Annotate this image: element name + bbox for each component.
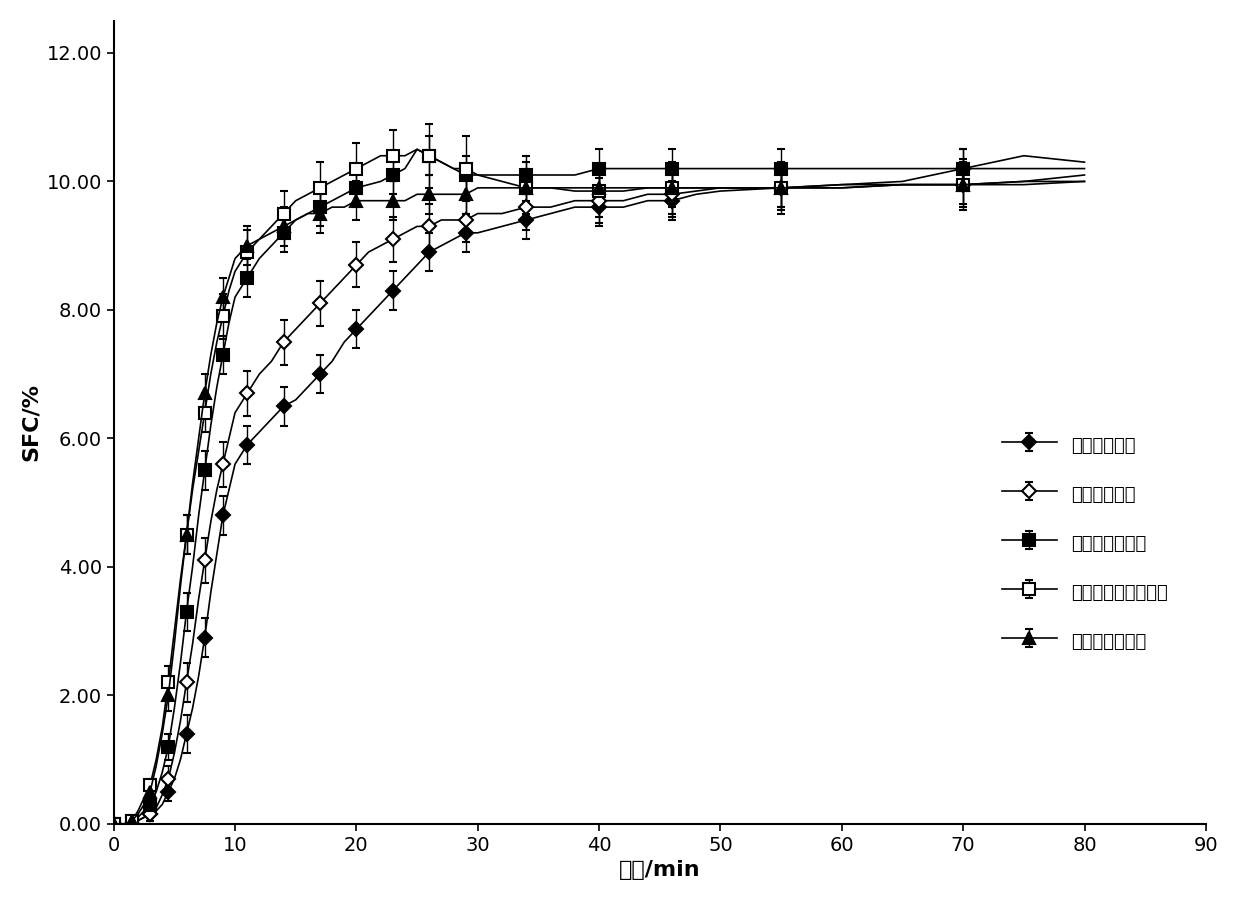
Y-axis label: SFC/%: SFC/% — [21, 383, 41, 461]
X-axis label: 时间/min: 时间/min — [620, 860, 700, 880]
Legend: 原料油未超声, 硬脂酰乳酸钠, 聚甘油脂肪酸酯, 蒸馏单硬脂酸甘油酯, 丙二醇脂肪酸酯: 原料油未超声, 硬脂酰乳酸钠, 聚甘油脂肪酸酯, 蒸馏单硬脂酸甘油酯, 丙二醇脂… — [995, 426, 1175, 660]
